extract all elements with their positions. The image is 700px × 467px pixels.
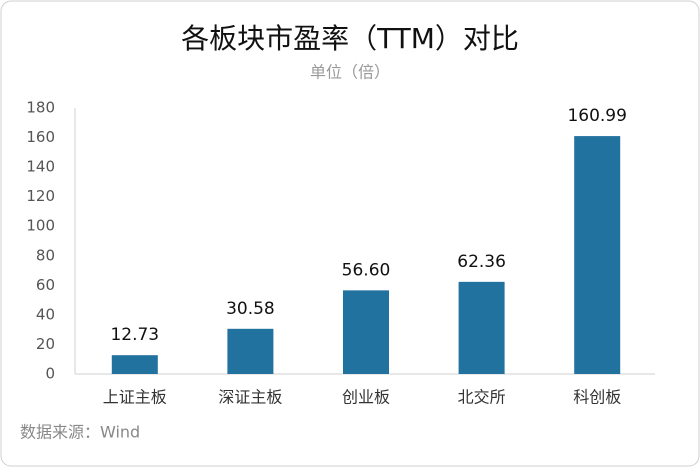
x-tick-label: 上证主板 [103,388,167,407]
y-tick-label: 40 [36,305,55,323]
value-label: 56.60 [342,260,391,280]
y-tick-label: 100 [26,217,55,235]
bar [343,290,389,374]
bar [227,328,274,374]
y-tick-label: 160 [26,128,55,146]
y-tick-label: 140 [26,158,55,176]
bar [458,281,505,374]
x-tick-label: 北交所 [458,388,506,407]
y-tick-label: 120 [26,187,55,205]
chart-subtitle: 单位（倍） [310,63,390,82]
bar [111,355,158,374]
x-tick-label: 创业板 [342,388,390,407]
y-tick-label: 0 [45,365,55,383]
value-label: 62.36 [457,252,506,272]
chart-title: 各板块市盈率（TTM）对比 [181,22,519,55]
value-label: 160.99 [567,106,626,126]
y-tick-label: 180 [26,99,55,117]
x-tick-label: 深证主板 [218,388,282,407]
value-label: 12.73 [110,325,159,345]
y-tick-label: 60 [36,276,55,294]
y-tick-label: 20 [36,335,55,353]
bar [574,136,621,374]
y-tick-label: 80 [36,246,55,264]
value-label: 30.58 [226,299,275,319]
source-note: 数据来源：Wind [20,423,140,442]
x-tick-label: 科创板 [573,388,621,407]
